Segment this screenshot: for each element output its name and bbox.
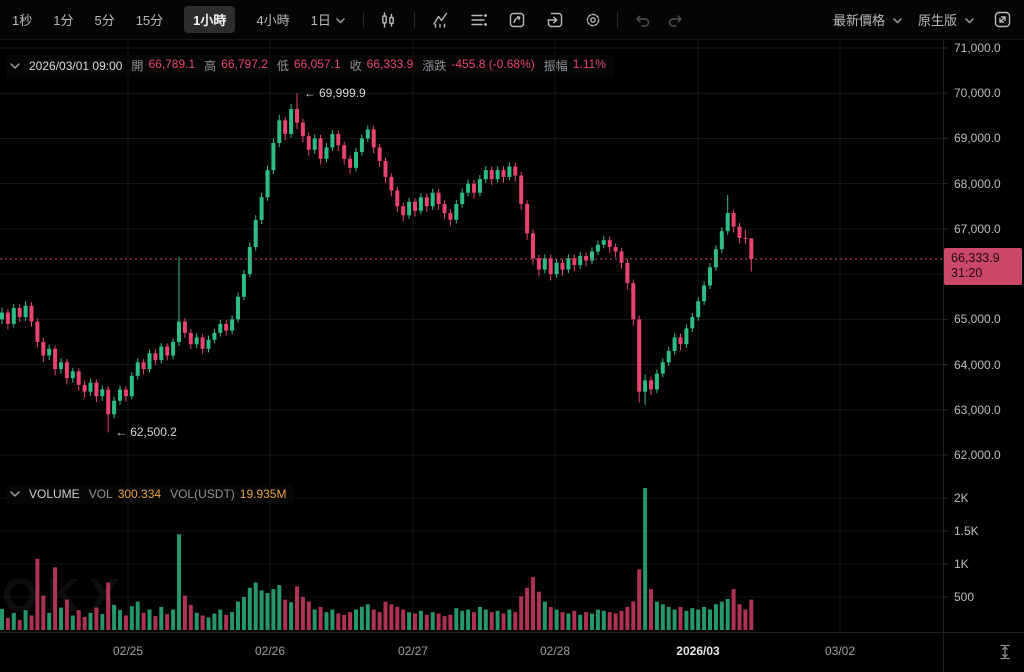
volume-tick-label: 1K	[954, 557, 969, 571]
price-tick-label: 65,000.0	[954, 312, 1001, 327]
price-scale-icon[interactable]	[995, 642, 1015, 662]
close-label: 收	[349, 59, 362, 73]
candlestick-style-icon[interactable]	[378, 10, 398, 30]
toolbar-divider	[413, 11, 415, 28]
ohlc-legend: 2026/03/01 09:00 開 66,789.1 高 66,797.2 低 66…	[6, 54, 614, 77]
settings-gear-icon[interactable]	[583, 10, 603, 30]
candle-countdown: 31:20	[951, 266, 983, 280]
timeframe-5m[interactable]: 5分	[94, 13, 115, 28]
last-price-value: 66,333.9	[951, 251, 1000, 265]
timeframe-1d-dropdown[interactable]: 1日	[311, 10, 345, 29]
low-label: 低	[276, 59, 289, 73]
high-label: 高	[204, 59, 217, 73]
chevron-down-icon	[965, 11, 974, 29]
low-value: 66,057.1	[293, 57, 341, 71]
toolbar-divider	[616, 11, 618, 28]
price-tick-label: 68,000.0	[954, 176, 1001, 191]
price-tick-label: 63,000.0	[954, 402, 1001, 417]
price-tick-label: 62,000.0	[954, 448, 1001, 462]
collapse-chevron-icon[interactable]	[10, 59, 20, 73]
collapse-chevron-icon[interactable]	[10, 487, 20, 501]
time-tick-label: 02/25	[112, 644, 144, 658]
amplitude-label: 振幅	[543, 59, 568, 73]
amplitude-value: 1.11%	[572, 57, 606, 71]
candle-datetime: 2026/03/01 09:00	[29, 58, 123, 73]
timeframe-1s[interactable]: 1秒	[12, 13, 33, 28]
volume-tick-label: 500	[954, 590, 975, 604]
price-tick-label: 71,000.0	[954, 41, 1001, 55]
volume-header: VOLUME VOL 300.334 VOL(USDT) 19.935M	[6, 484, 295, 504]
toolbar: 1秒 1分 5分 15分 1小時 4小時 1日	[0, 0, 1024, 40]
time-tick-label: 02/27	[397, 644, 429, 658]
vol-usdt-value: 19.935M	[239, 487, 287, 501]
timeframe-group: 1秒 1分 5分 15分 1小時 4小時 1日	[12, 6, 345, 33]
timeframe-1d-label: 1日	[310, 13, 331, 28]
volume-tick-label: 1.5K	[954, 524, 979, 538]
volume-tick-label: 2K	[954, 491, 969, 505]
chevron-down-icon	[336, 12, 345, 27]
indicator-template-icon[interactable]	[507, 10, 527, 30]
close-value: 66,333.9	[366, 57, 414, 71]
time-tick-label: 2026/03	[676, 644, 720, 658]
open-value: 66,789.1	[148, 57, 196, 71]
change-value: -455.8 (-0.68%)	[451, 57, 535, 71]
replay-icon[interactable]	[545, 10, 565, 30]
volume-bars	[0, 488, 754, 630]
layout-settings-icon[interactable]	[469, 10, 489, 30]
time-tick-label: 02/26	[254, 644, 286, 658]
latest-price-selector[interactable]: 最新價格	[832, 13, 885, 28]
last-price-badge[interactable]: 66,333.9 31:20	[944, 248, 1022, 285]
arrow-left-icon: ←	[304, 86, 316, 101]
chevron-down-icon	[893, 11, 902, 29]
timeframe-1h-active[interactable]: 1小時	[184, 6, 236, 33]
high-value: 66,797.2	[221, 57, 268, 71]
redo-icon[interactable]	[666, 10, 686, 30]
arrow-left-icon: ←	[115, 425, 128, 440]
time-tick-label: 02/28	[539, 644, 571, 658]
toolbar-divider	[362, 11, 364, 28]
vol-usdt-label: VOL(USDT)	[170, 487, 235, 501]
vol-label: VOL	[88, 487, 113, 501]
change-label: 漲跌	[422, 59, 447, 73]
candles	[0, 93, 754, 433]
price-tick-label: 67,000.0	[954, 221, 1001, 236]
time-tick-label: 03/02	[824, 644, 856, 658]
low-price-annotation: ← 62,500.2	[115, 425, 177, 439]
timeframe-1m[interactable]: 1分	[53, 13, 74, 28]
volume-title: VOLUME	[29, 487, 80, 501]
fullscreen-icon[interactable]	[992, 10, 1012, 30]
indicators-icon[interactable]	[431, 10, 451, 30]
open-label: 開	[131, 59, 144, 73]
price-tick-label: 70,000.0	[954, 86, 1001, 101]
timeframe-4h[interactable]: 4小時	[256, 13, 290, 28]
gridlines	[0, 40, 944, 632]
high-annotation-value: 69,999.9	[319, 86, 366, 101]
price-tick-label: 64,000.0	[954, 357, 1001, 372]
timeframe-15m[interactable]: 15分	[135, 13, 164, 28]
high-price-annotation: ← 69,999.9	[304, 86, 366, 100]
low-annotation-value: 62,500.2	[130, 425, 177, 440]
chart-version-selector[interactable]: 原生版	[917, 13, 957, 28]
price-tick-label: 69,000.0	[954, 131, 1001, 146]
undo-icon[interactable]	[632, 10, 652, 30]
vol-value: 300.334	[117, 487, 162, 501]
